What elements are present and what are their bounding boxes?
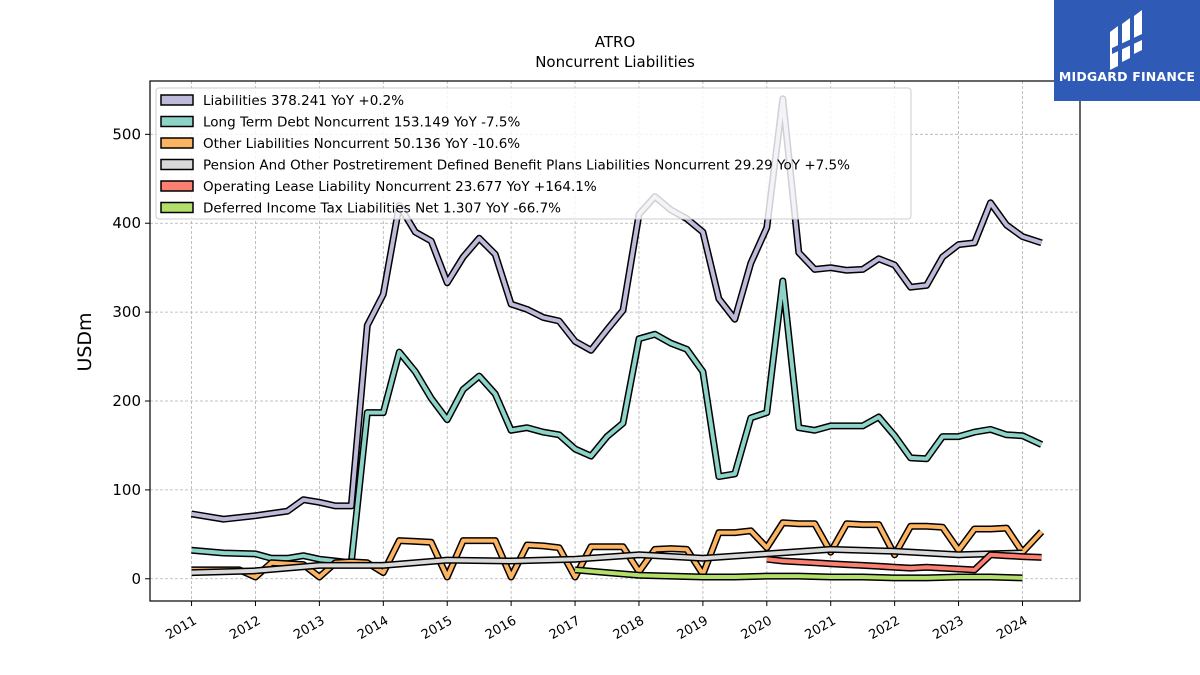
- plot-frame: [149, 80, 1081, 602]
- x-tick-label: 2022: [866, 613, 902, 643]
- midgard-logo-icon: [1110, 10, 1142, 70]
- y-tick-label: 200: [112, 392, 141, 410]
- x-tick-label: 2015: [419, 613, 455, 643]
- x-tick-label: 2021: [803, 613, 839, 643]
- y-tick-label: 100: [112, 481, 141, 499]
- series-pension-and-other-postretirement-defined-benefit-plans-liabilities-noncurrent: [191, 545, 1023, 577]
- legend-label: Liabilities 378.241 YoY +0.2%: [203, 93, 404, 109]
- legend-label: Long Term Debt Noncurrent 153.149 YoY -7…: [203, 115, 520, 131]
- x-tick-label: 2016: [483, 613, 519, 643]
- legend-label: Deferred Income Tax Liabilities Net 1.30…: [203, 201, 561, 217]
- x-tick-label: 2023: [930, 613, 966, 643]
- x-tick-label: 2020: [739, 613, 775, 643]
- brand-name: MIDGARD FINANCE: [1058, 69, 1196, 84]
- legend: Liabilities 378.241 YoY +0.2% Long Term D…: [155, 87, 912, 220]
- x-tick-label: 2018: [611, 613, 647, 643]
- y-tick-label: 300: [112, 303, 141, 321]
- chart-subtitle: Noncurrent Liabilities: [535, 53, 695, 71]
- series-line: [766, 552, 1042, 572]
- x-axis-ticks: 2011 2012 2013 2014 2015 2016 2017 2018 2019 2020…: [163, 601, 1030, 643]
- series-line: [191, 279, 1043, 565]
- midgard-finance-logo: MIDGARD FINANCE: [1054, 0, 1200, 101]
- series-long-term-debt-noncurrent: [191, 277, 1044, 567]
- series-lines: [190, 95, 1045, 582]
- x-tick-label: 2019: [675, 613, 711, 643]
- legend-label: Operating Lease Liability Noncurrent 23.…: [203, 179, 597, 195]
- legend-swatch: [160, 201, 194, 214]
- chart-title: ATRO: [595, 33, 636, 51]
- y-tick-label: 500: [112, 125, 141, 143]
- series-operating-lease-liability-noncurrent: [766, 551, 1042, 574]
- x-tick-label: 2014: [355, 613, 391, 643]
- x-tick-label: 2017: [547, 613, 583, 643]
- legend-swatch: [160, 115, 194, 128]
- legend-swatch: [160, 158, 194, 171]
- legend-label: Pension And Other Postretirement Defined…: [203, 158, 850, 174]
- legend-swatch: [160, 180, 194, 192]
- series-line: [191, 547, 1023, 575]
- series-line: [574, 567, 1023, 580]
- legend-swatch: [160, 137, 194, 149]
- y-axis-label: USDm: [74, 312, 96, 371]
- series-deferred-income-tax-liabilities-net: [574, 566, 1023, 582]
- legend-label: Other Liabilities Noncurrent 50.136 YoY …: [203, 136, 520, 152]
- y-axis-ticks: 0 100 200 300 400 500: [112, 125, 150, 588]
- x-tick-label: 2011: [163, 613, 199, 643]
- x-tick-label: 2013: [291, 613, 327, 643]
- x-tick-label: 2024: [994, 613, 1030, 643]
- y-tick-label: 400: [112, 214, 141, 232]
- legend-box: [155, 87, 912, 220]
- y-tick-label: 0: [131, 570, 141, 588]
- legend-swatch: [160, 94, 194, 106]
- x-tick-label: 2012: [227, 613, 263, 643]
